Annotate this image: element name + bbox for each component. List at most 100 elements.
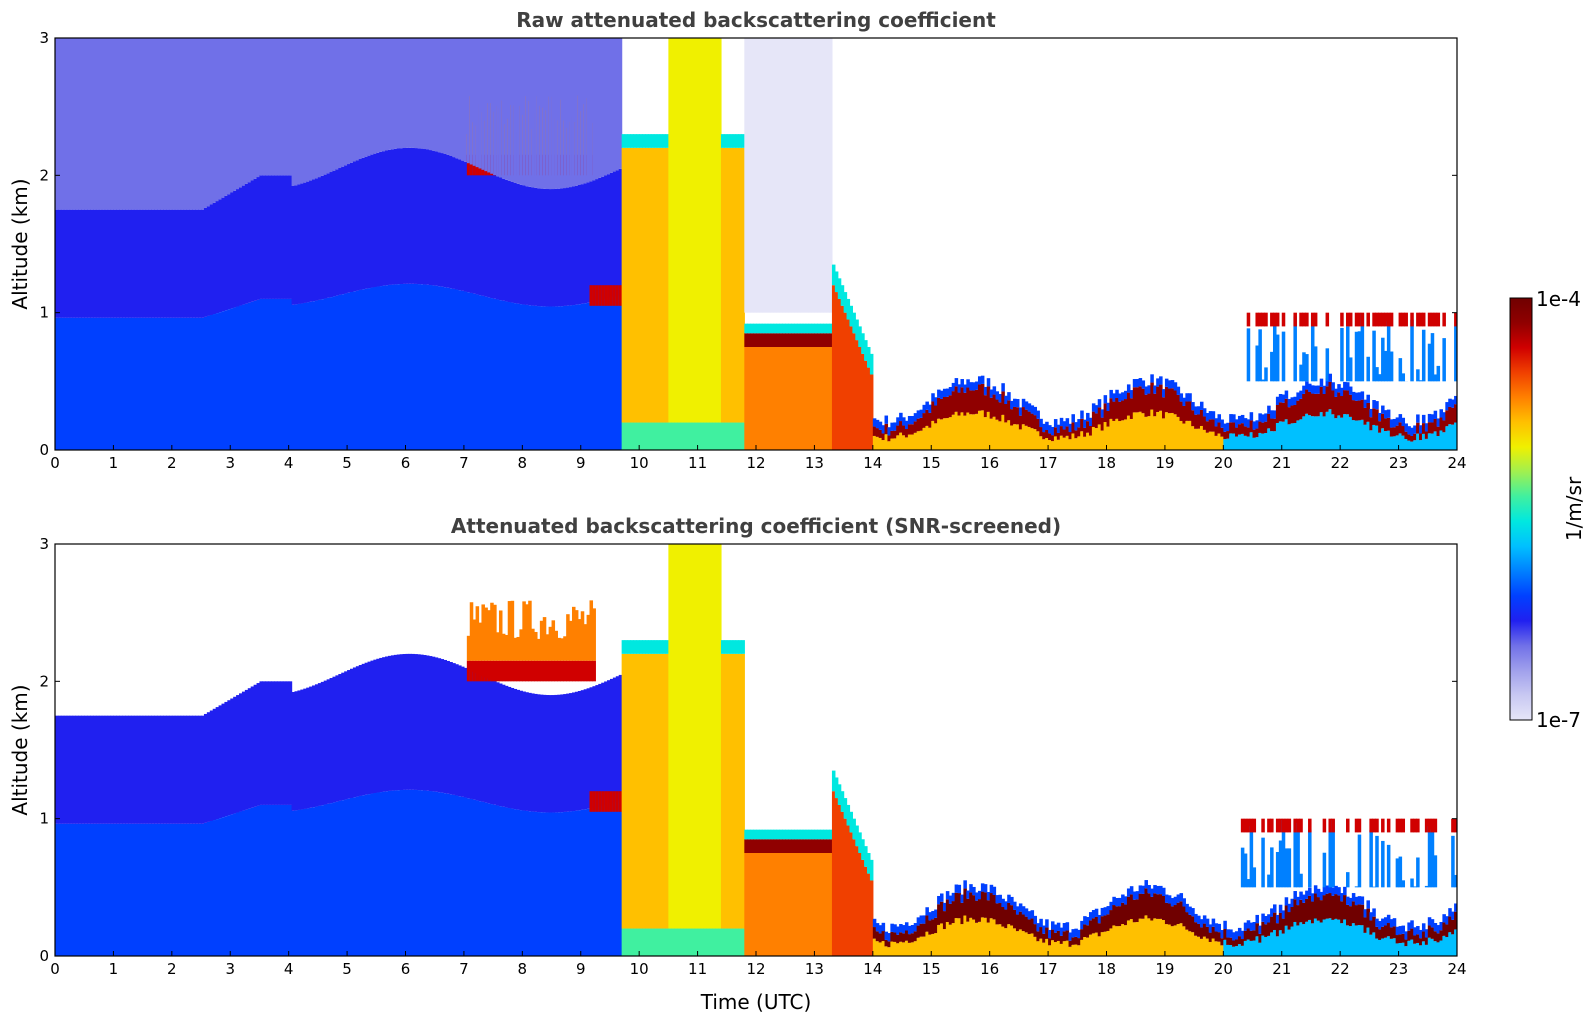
heatmap-cell <box>1126 896 1131 921</box>
heatmap-cell <box>688 38 693 423</box>
heatmap-cell <box>814 829 818 840</box>
heatmap-cell <box>309 38 313 181</box>
heatmap-cell <box>139 715 144 824</box>
heatmap-cell <box>907 925 912 935</box>
heatmap-cell <box>1001 898 1005 908</box>
heatmap-cell <box>60 715 65 824</box>
heatmap-cell <box>382 38 386 152</box>
heatmap-cell <box>531 811 535 956</box>
heatmap-cell <box>925 931 929 956</box>
heatmap-cell <box>1343 390 1347 415</box>
heatmap-cell <box>545 306 550 450</box>
heatmap-cell <box>1071 944 1075 956</box>
heatmap-cell <box>890 438 894 450</box>
heatmap-cell <box>811 829 816 840</box>
heatmap-cell <box>563 694 567 812</box>
heatmap-cell <box>1328 409 1332 450</box>
heatmap-cell <box>700 928 705 956</box>
heatmap-cell <box>566 187 570 306</box>
heatmap-cell <box>1421 923 1426 932</box>
heatmap-cell <box>171 715 176 824</box>
heatmap-cell <box>805 829 810 840</box>
heatmap-cell <box>820 38 824 313</box>
heatmap-cell <box>1051 940 1055 956</box>
heatmap-cell <box>697 928 702 956</box>
heatmap-cell <box>1302 902 1306 925</box>
heatmap-cell <box>817 333 821 347</box>
heatmap-cell <box>1448 424 1452 450</box>
heatmap-cell <box>1252 818 1257 833</box>
heatmap-cell <box>274 298 278 450</box>
heatmap-cell <box>980 883 985 892</box>
heatmap-cell <box>770 323 775 334</box>
heatmap-cell <box>262 681 266 805</box>
heatmap-cell <box>691 928 696 956</box>
heatmap-cell <box>1427 818 1432 833</box>
heatmap-cell <box>157 317 161 450</box>
heatmap-cell <box>1386 321 1391 382</box>
heatmap-cell <box>913 432 918 450</box>
heatmap-cell <box>645 653 649 929</box>
heatmap-cell <box>1375 926 1379 939</box>
heatmap-cell <box>1179 923 1184 956</box>
heatmap-cell <box>1015 424 1020 450</box>
heatmap-cell <box>1068 940 1073 947</box>
heatmap-cell <box>1243 418 1248 427</box>
heatmap-cell <box>1237 936 1242 945</box>
heatmap-cell <box>1416 857 1420 888</box>
heatmap-cell <box>361 795 366 956</box>
heatmap-cell <box>598 300 602 450</box>
heatmap-cell <box>1036 431 1040 450</box>
heatmap-cell <box>1436 925 1441 934</box>
heatmap-cell <box>300 38 304 184</box>
heatmap-cell <box>1121 902 1125 925</box>
heatmap-cell <box>60 209 65 318</box>
heatmap-cell <box>566 811 570 956</box>
heatmap-cell <box>1424 818 1429 833</box>
heatmap-cell <box>747 829 751 840</box>
heatmap-cell <box>1348 386 1353 395</box>
heatmap-cell <box>829 829 833 840</box>
heatmap-cell <box>720 640 725 654</box>
heatmap-cell <box>1004 901 1008 910</box>
heatmap-cell <box>1211 926 1216 939</box>
heatmap-cell <box>314 806 319 956</box>
heatmap-cell <box>916 917 921 926</box>
heatmap-cell <box>615 296 620 450</box>
heatmap-cell <box>487 297 491 450</box>
heatmap-cell <box>481 38 485 170</box>
heatmap-cell <box>165 317 170 450</box>
heatmap-cell <box>922 923 927 937</box>
heatmap-cell <box>563 305 567 450</box>
heatmap-cell <box>1308 415 1312 450</box>
heatmap-cell <box>688 928 693 956</box>
heatmap-cell <box>855 319 859 341</box>
heatmap-cell <box>300 303 304 450</box>
heatmap-cell <box>1310 312 1315 327</box>
heatmap-cell <box>136 715 141 824</box>
heatmap-cell <box>274 804 278 956</box>
heatmap-cell <box>133 715 138 824</box>
heatmap-cell <box>1106 930 1111 956</box>
heatmap-cell <box>1217 923 1222 933</box>
heatmap-cell <box>423 655 427 791</box>
heatmap-cell <box>607 285 611 306</box>
heatmap-cell <box>507 808 512 956</box>
heatmap-cell <box>1159 918 1163 956</box>
heatmap-cell <box>1086 937 1090 956</box>
heatmap-cell <box>1024 409 1029 426</box>
heatmap-cell <box>358 665 363 796</box>
heatmap-cell <box>1048 929 1052 939</box>
heatmap-cell <box>171 317 176 450</box>
heatmap-cell <box>1021 906 1026 915</box>
heatmap-cell <box>931 420 935 450</box>
heatmap-cell <box>1316 393 1321 417</box>
heatmap-cell <box>233 307 237 450</box>
heatmap-cell <box>1281 819 1286 888</box>
heatmap-cell <box>183 715 188 824</box>
x-tick-label: 21 <box>1272 960 1291 978</box>
heatmap-cell <box>1278 930 1283 956</box>
heatmap-cell <box>1296 400 1300 421</box>
heatmap-cell <box>791 829 795 840</box>
heatmap-cell <box>253 300 258 450</box>
